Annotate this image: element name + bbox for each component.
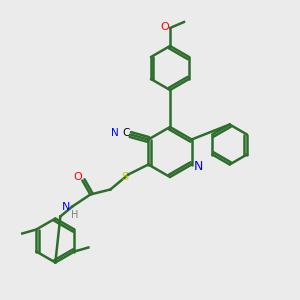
Text: O: O [160,22,169,32]
Text: N: N [112,128,119,139]
Text: N: N [194,160,203,173]
Text: H: H [71,209,78,220]
Text: C: C [123,128,130,139]
Text: O: O [73,172,82,182]
Text: N: N [62,202,70,212]
Text: S: S [121,172,128,182]
